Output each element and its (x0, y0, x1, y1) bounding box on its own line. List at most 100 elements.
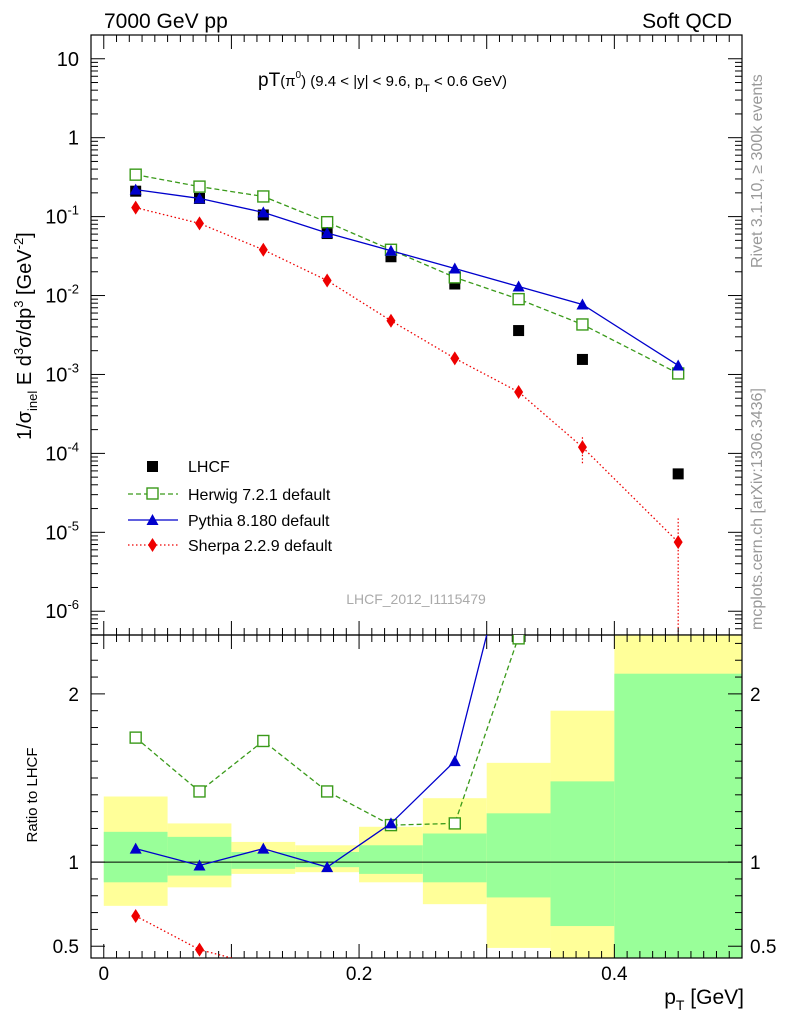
uncertainty-bands (103, 635, 742, 958)
point-data-4 (385, 251, 397, 263)
main-title: pT(π0) (9.4 < |y| < 9.6, pT < 0.6 GeV) (258, 70, 507, 95)
point-pythia-7 (576, 298, 589, 310)
point-sherpa-5 (450, 351, 460, 366)
band-inner-8 (614, 673, 742, 958)
ratio-point-herwig-0 (129, 731, 142, 744)
ratio-point-herwig-3 (320, 785, 334, 798)
legend-label-herwig: Herwig 7.2.1 default (188, 487, 331, 504)
series-line-herwig (135, 174, 679, 375)
legend-entry-lhcf: LHCF (147, 459, 230, 476)
point-herwig-7 (576, 318, 589, 331)
point-data-8 (672, 468, 684, 480)
main-ytick-label: 10-1 (45, 203, 79, 229)
mcplots-label: mcplots.cern.ch [arXiv:1306.3436] (749, 388, 766, 630)
ratio-ytick-label: 2 (68, 685, 79, 706)
ratio-y-label: Ratio to LHCF (24, 747, 41, 842)
legend-marker-herwig (146, 487, 159, 500)
analysis-watermark: LHCF_2012_I1115479 (346, 591, 486, 607)
ratio-point-pythia-4 (384, 817, 397, 829)
point-data-5 (449, 278, 461, 290)
main-y-label: 1/σinel E d3σ/dp3 [GeV-2] (11, 232, 40, 440)
point-herwig-1 (193, 180, 206, 193)
point-pythia-4 (384, 244, 397, 256)
main-ytick-label: 1 (68, 128, 79, 150)
band-inner-2 (231, 852, 296, 869)
ratio-point-sherpa-1 (195, 942, 204, 957)
point-herwig-2 (257, 190, 270, 203)
point-data-7 (576, 353, 588, 365)
point-sherpa-7 (577, 440, 587, 455)
point-herwig-6 (512, 292, 525, 306)
point-herwig-3 (320, 215, 334, 229)
point-pythia-2 (257, 206, 270, 218)
rivet-label: Rivet 3.1.10, ≥ 300k events (749, 74, 766, 268)
ratio-point-herwig-6 (512, 635, 525, 645)
ratio-point-sherpa-0 (131, 908, 141, 923)
ratio-point-pythia-0 (129, 842, 142, 854)
point-sherpa-6 (514, 384, 524, 399)
main-ytick-label: 10-6 (45, 597, 79, 623)
header-right: Soft QCD (642, 10, 732, 33)
main-plot-area: 10-6 10-5 10-4 10-3 10-2 10-1 1 10 (45, 34, 743, 636)
ratio-line-sherpa (135, 915, 234, 958)
ratio-point-pythia-3 (321, 861, 334, 873)
series-line-pythia (135, 188, 679, 367)
ratio-ytick-label-right: 1 (750, 853, 761, 874)
point-pythia-5 (448, 262, 461, 274)
point-pythia-1 (193, 192, 206, 204)
xtick-label: 0 (98, 964, 109, 985)
legend-marker-pythia (146, 514, 159, 525)
ratio-point-herwig-1 (193, 785, 206, 798)
point-pythia-0 (129, 183, 142, 195)
ratio-point-pythia-5 (448, 755, 461, 767)
band-inner-4 (359, 845, 423, 874)
point-sherpa-0 (131, 200, 141, 215)
header-left: 7000 GeV pp (104, 10, 228, 33)
point-sherpa-2 (258, 242, 268, 257)
ratio-ytick-label: 1 (68, 853, 79, 874)
band-inner-0 (103, 831, 168, 883)
ratio-plot-area: 0 0.2 0.4 0.5 0.5 1 1 2 2 (53, 35, 776, 985)
ratio-ytick-label-right: 2 (750, 685, 761, 706)
ratio-ytick-label: 0.5 (53, 937, 79, 958)
series-herwig (129, 168, 685, 380)
point-sherpa-3 (322, 273, 332, 288)
ratio-point-pythia-2 (257, 842, 270, 854)
point-pythia-8 (672, 359, 685, 371)
x-axis-label: pT [GeV] (664, 986, 744, 1013)
legend-label-pythia: Pythia 8.180 default (188, 513, 330, 530)
band-inner-7 (550, 781, 615, 927)
band-inner-6 (486, 813, 551, 898)
point-sherpa-4 (386, 313, 396, 328)
main-ytick-label: 10-4 (45, 439, 79, 465)
series-sherpa (131, 200, 683, 550)
legend-entry-sherpa: Sherpa 2.2.9 default (128, 538, 333, 555)
legend-entry-pythia: Pythia 8.180 default (128, 513, 330, 530)
legend-marker-lhcf (147, 461, 158, 472)
main-ytick-label: 10 (57, 49, 79, 71)
point-data-6 (513, 325, 525, 337)
series-pythia (129, 183, 685, 371)
xtick-label: 0.4 (601, 964, 628, 985)
ratio-series-sherpa (131, 908, 234, 958)
legend-entry-herwig: Herwig 7.2.1 default (128, 487, 331, 504)
main-ytick-label: 10-2 (45, 282, 79, 308)
xtick-label: 0.2 (346, 964, 372, 985)
ratio-point-herwig-2 (257, 734, 270, 748)
main-ytick-label: 10-3 (45, 360, 79, 386)
ratio-point-pythia-1 (193, 859, 206, 871)
point-pythia-3 (321, 226, 334, 238)
band-inner-5 (422, 833, 487, 883)
ratio-ytick-label-right: 0.5 (750, 937, 776, 958)
point-sherpa-8 (673, 535, 683, 550)
legend-marker-sherpa (148, 538, 157, 552)
point-pythia-6 (512, 280, 525, 292)
main-ytick-label: 10-5 (45, 518, 79, 544)
ratio-series-pythia (129, 635, 488, 873)
point-sherpa-1 (195, 216, 204, 231)
legend: LHCF Herwig 7.2.1 default Pythia 8.180 d… (128, 459, 333, 555)
legend-label-sherpa: Sherpa 2.2.9 default (188, 538, 333, 555)
legend-label-lhcf: LHCF (188, 459, 230, 476)
ratio-point-herwig-5 (448, 817, 461, 830)
